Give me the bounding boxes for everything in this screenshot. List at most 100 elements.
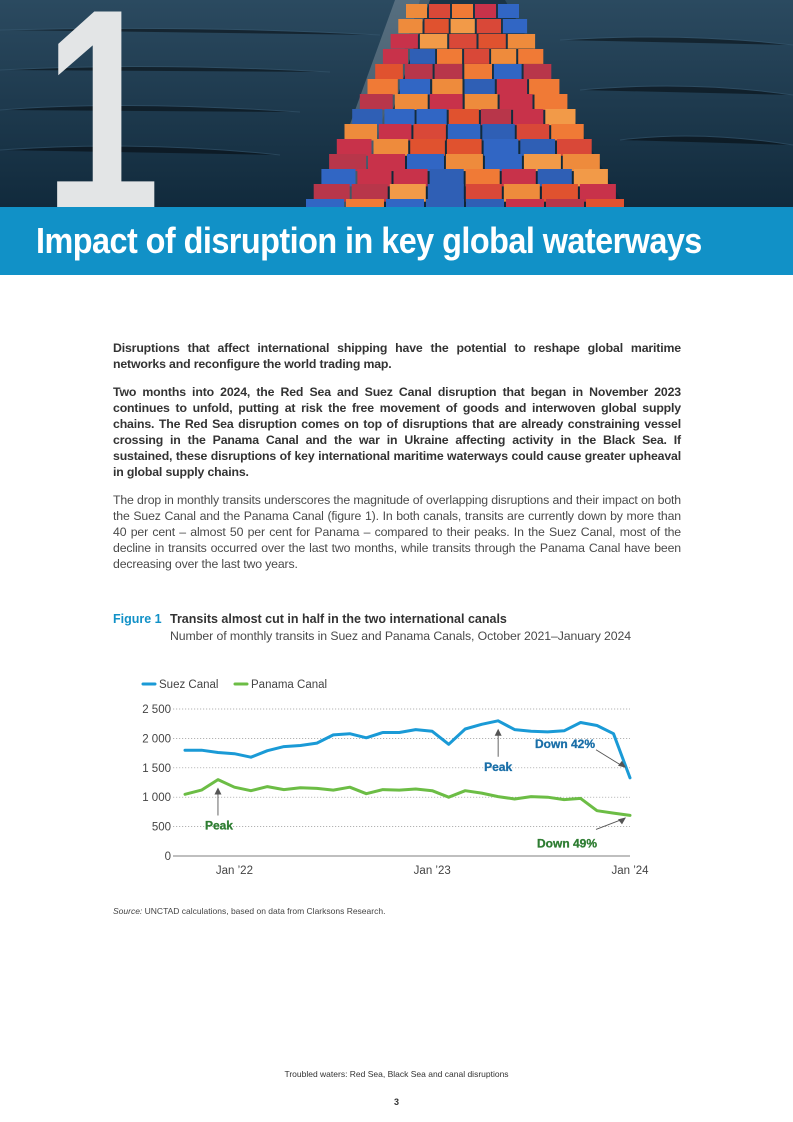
container-block [503,184,540,202]
container-block [429,169,464,187]
suez-canal-series-line [183,719,632,780]
suez-down-label: Down 42% [535,737,595,751]
figure-title: Transits almost cut in half in the two i… [170,612,507,626]
container-block [419,34,448,49]
container-block [449,34,477,49]
container-block [498,4,519,18]
container-block [375,64,403,80]
container-block [426,199,464,207]
y-tick-label: 1 500 [142,763,171,775]
container-block [545,109,576,126]
container-block [437,49,463,64]
container-block [399,79,431,95]
chapter-title: Impact of disruption in key global water… [36,220,702,261]
container-block [484,154,522,172]
container-block [518,49,544,64]
container-block [351,184,388,202]
container-block [404,64,433,80]
container-block [352,109,383,126]
transits-line-chart: 0 500 1 000 1 500 2 000 2 500 Jan ’22 Jan ’23 Ja… [141,679,649,877]
panama-down-arrow-line [595,819,623,830]
container-block [406,4,427,18]
container-block [413,124,446,141]
y-tick-label: 2 500 [142,704,171,716]
panama-canal-series-line [183,778,632,817]
container-block [523,154,561,172]
container-block [368,154,405,172]
x-tick-label: Jan ’23 [414,865,451,877]
container-block [398,19,423,34]
figure-subtitle: Number of monthly transits in Suez and P… [170,629,632,643]
container-block [389,184,426,202]
suez-down-arrow-head [618,760,626,768]
container-block [466,199,504,207]
panama-peak-arrow-head [214,787,222,795]
container-block [464,49,490,64]
container-block [384,109,415,126]
container-block [434,64,463,80]
suez-down-arrow-line [595,749,623,767]
container-block [516,124,550,141]
suez-peak-label: Peak [484,760,512,774]
suez-peak-arrow-head [494,728,502,736]
container-block [501,169,536,187]
source-label: Source: [113,906,143,916]
container-block [513,109,544,126]
container-block [464,94,498,110]
container-block [346,199,384,207]
container-block [448,109,479,126]
container-block [357,169,392,187]
x-tick-label: Jan ’22 [216,865,253,877]
container-block [393,169,428,187]
container-block [493,64,522,80]
legend-label: Panama Canal [251,679,327,691]
container-block [378,124,412,141]
x-tick-label: Jan ’24 [611,865,649,877]
container-block [386,199,424,207]
panama-peak-label: Peak [205,819,233,833]
container-block [476,19,501,34]
container-block [464,79,495,95]
container-block [537,169,572,187]
y-tick-label: 500 [152,822,171,834]
container-block [496,79,528,95]
container-block [551,124,584,141]
container-block [373,139,409,156]
container-block [344,124,377,141]
container-block [586,199,624,207]
container-block [336,139,372,156]
container-block [562,154,600,172]
container-block [306,199,344,207]
container-block [429,4,450,18]
container-block [407,154,444,172]
source-text: UNCTAD calculations, based on data from … [142,906,386,916]
container-block [382,49,408,64]
container-block [573,169,608,187]
container-block [480,109,512,126]
container-block [450,19,475,34]
running-footer: Troubled waters: Red Sea, Black Sea and … [284,1069,509,1079]
container-block [546,199,584,207]
y-tick-label: 2 000 [142,733,171,745]
container-block [483,139,519,156]
page-number: 3 [393,1097,399,1107]
container-block [541,184,578,202]
intro-text: Disruptions that affect international sh… [113,340,681,584]
container-block [429,94,463,110]
y-tick-label: 0 [165,851,171,863]
container-block [359,94,393,110]
container-block [499,94,533,110]
container-block [313,184,350,202]
container-block [427,184,464,202]
container-block [394,94,428,110]
legend-label: Suez Canal [159,679,218,691]
hero-image: 1 [0,0,793,207]
container-block [465,169,500,187]
container-block [506,199,544,207]
body-paragraph: The drop in monthly transits underscores… [113,493,681,571]
chapter-title-band: Impact of disruption in key global water… [0,207,793,275]
container-block [534,94,568,110]
container-block [329,154,367,172]
container-block [390,34,418,49]
chapter-number: 1 [44,0,160,207]
